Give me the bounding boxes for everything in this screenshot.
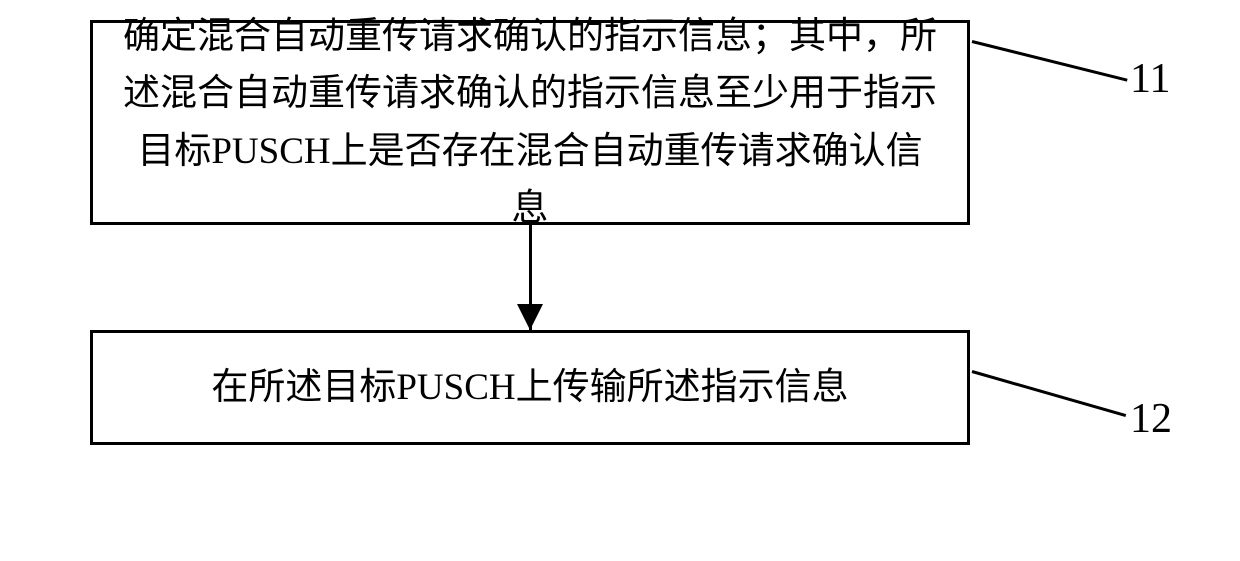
ref-line-11 (972, 40, 1128, 82)
step-1-text: 确定混合自动重传请求确认的指示信息；其中，所述混合自动重传请求确认的指示信息至少… (123, 8, 937, 237)
ref-label-11: 11 (1130, 55, 1170, 103)
ref-line-12 (972, 370, 1127, 417)
step-2-box: 在所述目标PUSCH上传输所述指示信息 (90, 330, 970, 445)
flowchart-container: 确定混合自动重传请求确认的指示信息；其中，所述混合自动重传请求确认的指示信息至少… (90, 20, 970, 445)
arrow-1 (90, 225, 970, 330)
step-1-box: 确定混合自动重传请求确认的指示信息；其中，所述混合自动重传请求确认的指示信息至少… (90, 20, 970, 225)
arrow-1-head (517, 304, 543, 330)
step-2-text: 在所述目标PUSCH上传输所述指示信息 (211, 359, 848, 416)
ref-label-12: 12 (1130, 395, 1172, 443)
